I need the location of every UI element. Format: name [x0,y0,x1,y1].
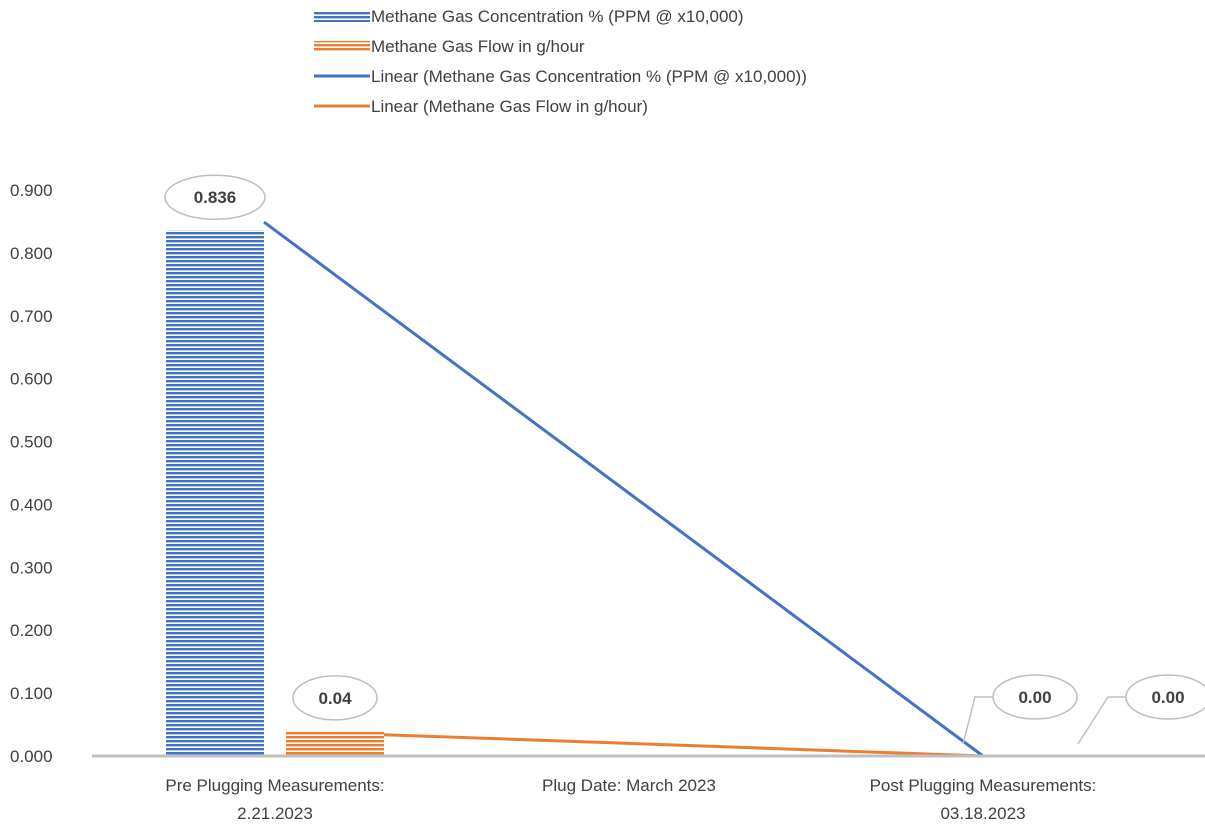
bar-concentration [166,230,264,756]
legend-label: Methane Gas Concentration % (PPM @ x10,0… [371,7,744,26]
data-label-bubble [1125,674,1205,720]
x-category-label: 03.18.2023 [940,804,1025,823]
legend-swatch-flow [314,41,370,52]
legend-label: Linear (Methane Gas Concentration % (PPM… [371,67,807,86]
data-label-leader [1077,696,1126,745]
legend: Methane Gas Concentration % (PPM @ x10,0… [314,7,807,116]
trendline-flow [383,733,984,758]
data-label: 0.836 [194,188,237,207]
x-category-label: Pre Plugging Measurements: [165,776,384,795]
data-label-bubble [164,174,266,220]
bar-flow [286,730,384,756]
y-tick-label: 0.700 [10,307,53,326]
y-tick-label: 0.100 [10,684,53,703]
bars [166,230,384,756]
data-label-bubble [992,674,1078,720]
data-label-bubble [292,675,378,721]
x-category-label: Post Plugging Measurements: [870,776,1097,795]
y-tick-label: 0.800 [10,244,53,263]
data-label: 0.00 [1018,688,1051,707]
legend-swatch-concentration [314,11,370,22]
y-axis: 0.000 0.100 0.200 0.300 0.400 0.500 0.600 0.700… [10,181,53,766]
data-label: 0.04 [318,689,352,708]
y-tick-label: 0.300 [10,558,53,577]
data-label-leader [962,696,993,745]
y-tick-label: 0.000 [10,747,53,766]
x-category-label: Plug Date: March 2023 [542,776,716,795]
data-label: 0.00 [1151,688,1184,707]
legend-label: Linear (Methane Gas Flow in g/hour) [371,97,648,116]
y-tick-label: 0.500 [10,433,53,452]
y-tick-label: 0.900 [10,181,53,200]
y-tick-label: 0.400 [10,495,53,514]
trendlines [263,220,984,758]
y-tick-label: 0.200 [10,621,53,640]
data-labels: 0.836 0.00 0.04 0.00 [164,174,1205,745]
x-category-label: 2.21.2023 [237,804,313,823]
trendline-concentration [263,220,984,758]
x-axis: Pre Plugging Measurements: 2.21.2023 Plug … [92,754,1205,823]
y-tick-label: 0.600 [10,370,53,389]
legend-label: Methane Gas Flow in g/hour [371,37,585,56]
